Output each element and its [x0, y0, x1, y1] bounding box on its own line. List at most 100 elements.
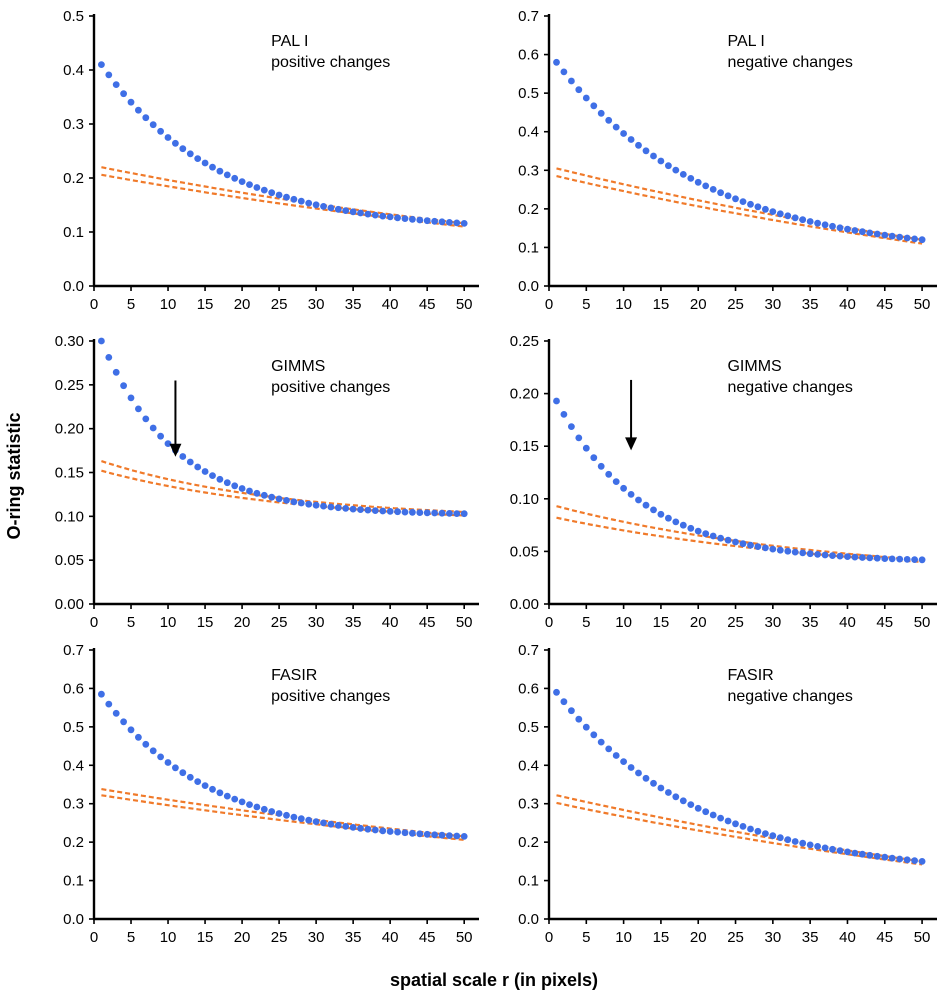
data-point — [747, 825, 754, 833]
data-point — [349, 505, 357, 513]
y-tick-label: 0.3 — [518, 162, 539, 179]
y-tick-label: 0.00 — [55, 596, 84, 613]
data-point — [127, 98, 135, 106]
data-point — [814, 551, 821, 558]
data-point — [253, 803, 261, 811]
data-point — [881, 231, 889, 239]
data-point — [342, 505, 350, 512]
y-tick-label: 0.4 — [518, 757, 539, 774]
data-point — [305, 816, 313, 824]
data-point — [98, 61, 105, 68]
y-tick-label: 0.05 — [510, 543, 539, 560]
x-tick-label: 20 — [234, 296, 251, 313]
data-point — [657, 784, 665, 792]
data-point — [446, 219, 453, 226]
x-tick-label: 10 — [160, 296, 177, 313]
data-point — [553, 58, 560, 66]
data-point — [364, 825, 372, 833]
y-tick-label: 0.7 — [63, 642, 84, 659]
data-point — [687, 524, 695, 532]
x-tick-label: 35 — [802, 614, 819, 631]
data-point — [627, 136, 635, 143]
y-tick-label: 0.0 — [518, 911, 539, 928]
x-tick-label: 50 — [456, 296, 473, 313]
data-point — [364, 210, 372, 218]
y-tick-label: 0.2 — [518, 834, 539, 851]
data-point — [918, 236, 926, 244]
x-tick-label: 15 — [197, 614, 214, 631]
data-point — [665, 789, 672, 796]
data-point — [246, 487, 253, 495]
data-point — [687, 175, 695, 182]
data-point — [859, 850, 866, 858]
y-tick-label: 0.3 — [63, 796, 84, 813]
x-tick-label: 35 — [802, 929, 819, 946]
data-point — [769, 208, 777, 216]
x-tick-label: 40 — [839, 929, 856, 946]
data-point — [164, 134, 172, 141]
data-point — [238, 178, 246, 186]
data-point — [349, 824, 357, 831]
data-point — [320, 502, 327, 510]
data-point — [401, 829, 409, 837]
data-point — [135, 733, 142, 741]
data-point — [747, 200, 754, 208]
data-point — [776, 210, 784, 218]
data-point — [597, 738, 605, 746]
y-tick-label: 0.7 — [518, 642, 539, 659]
x-tick-label: 15 — [197, 296, 214, 313]
data-point — [446, 832, 453, 839]
data-point — [371, 211, 379, 219]
data-point — [679, 797, 687, 805]
envelope-line-upper — [101, 788, 465, 838]
data-point — [386, 508, 394, 515]
data-point — [635, 496, 642, 504]
data-point — [582, 444, 590, 452]
data-point — [896, 555, 904, 563]
data-point — [903, 556, 911, 563]
y-tick-label: 0.0 — [518, 278, 539, 295]
data-point — [223, 792, 231, 800]
data-point — [568, 707, 575, 715]
data-point — [438, 509, 446, 517]
panel-dataset-label: PAL I — [271, 33, 308, 50]
x-tick-label: 45 — [876, 929, 893, 946]
data-point — [275, 810, 283, 817]
data-point — [784, 836, 792, 844]
data-point — [568, 423, 575, 430]
data-point — [754, 203, 762, 211]
data-point — [305, 500, 313, 508]
x-tick-label: 25 — [271, 296, 288, 313]
data-point — [112, 368, 120, 376]
data-point — [216, 789, 224, 797]
x-tick-label: 30 — [308, 929, 325, 946]
data-point — [342, 823, 350, 830]
data-point — [821, 551, 829, 559]
data-point — [762, 830, 769, 837]
data-point — [679, 171, 687, 178]
data-point — [305, 199, 313, 207]
data-point — [911, 857, 918, 864]
data-point — [438, 218, 446, 226]
data-point — [275, 495, 283, 503]
x-tick-label: 40 — [839, 614, 856, 631]
x-tick-label: 5 — [582, 929, 590, 946]
x-tick-label: 40 — [839, 296, 856, 313]
data-point — [881, 555, 889, 562]
data-point — [650, 506, 657, 514]
data-point — [665, 514, 672, 522]
data-point — [342, 207, 350, 215]
panel-dataset-label: FASIR — [727, 667, 773, 684]
data-point — [553, 397, 560, 405]
panel-change-label: positive changes — [271, 54, 390, 71]
data-point — [829, 552, 836, 559]
data-point — [642, 501, 650, 509]
x-tick-label: 45 — [419, 296, 436, 313]
data-point — [918, 556, 926, 564]
data-point — [431, 831, 438, 839]
data-point — [194, 778, 202, 785]
data-point — [709, 532, 717, 540]
y-tick-label: 0.6 — [518, 680, 539, 697]
data-point — [702, 182, 710, 190]
data-point — [799, 216, 807, 224]
